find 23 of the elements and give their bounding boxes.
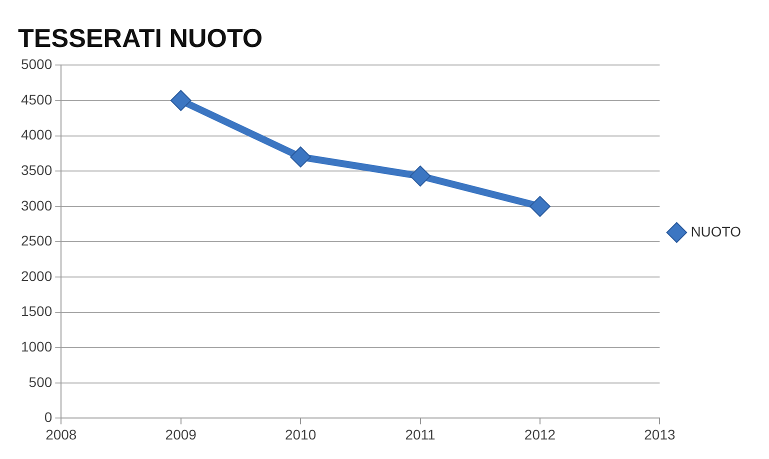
y-tick-label: 3000: [20, 197, 52, 214]
x-tick-label: 2011: [405, 426, 436, 442]
x-tick-label: 2010: [284, 426, 316, 442]
x-tick-label: 2009: [165, 426, 197, 442]
x-tick-label: 2008: [46, 426, 77, 442]
y-tick-label: 1000: [20, 338, 52, 354]
y-tick-label: 500: [28, 374, 52, 390]
point: [170, 90, 192, 111]
legend-label: NUOTO: [690, 223, 742, 240]
y-tick-label: 4000: [20, 126, 52, 143]
y-tick-label: 0: [44, 409, 52, 426]
y-tick-label: 2500: [20, 232, 52, 249]
y-tick-label: 1500: [20, 303, 52, 320]
chart-title: TESSERATI NUOTO: [18, 22, 263, 53]
point: [410, 166, 431, 187]
y-tick-label: 2000: [20, 268, 52, 284]
y-tick-label: 3500: [20, 162, 52, 178]
x-tick-label: 2013: [644, 426, 676, 442]
y-tick-label: 5000: [20, 56, 52, 72]
y-tick-label: 4500: [20, 91, 52, 108]
point: [529, 196, 550, 217]
x-tick-label: 2012: [524, 426, 556, 442]
point: [290, 146, 312, 168]
